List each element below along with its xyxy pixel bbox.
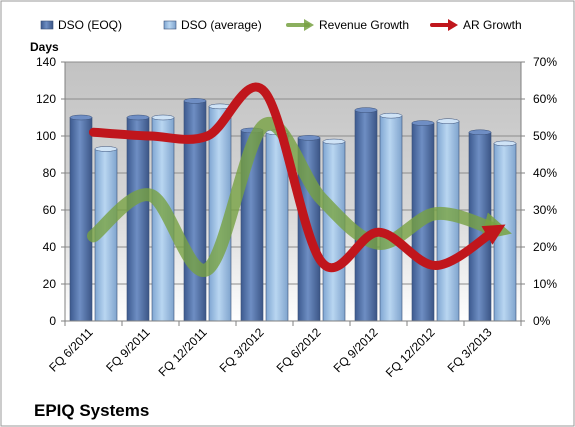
bar-top-dso-average bbox=[436, 118, 460, 124]
legend-swatch-dso-eoq- bbox=[40, 20, 54, 30]
legend-swatch-dso-average- bbox=[163, 20, 177, 30]
y-left-tick-label: 80 bbox=[43, 166, 57, 180]
bar-top-dso-average bbox=[94, 146, 118, 152]
y-right-tick-label: 30% bbox=[533, 203, 557, 217]
y-right-tick-label: 10% bbox=[533, 277, 557, 291]
legend-label-dso-average-: DSO (average) bbox=[181, 18, 262, 32]
y-right-tick-label: 70% bbox=[533, 55, 557, 69]
legend-arrow-revenue-growth bbox=[304, 19, 314, 31]
bar-top-dso-eoq bbox=[354, 107, 378, 113]
y-left-tick-label: 100 bbox=[36, 129, 56, 143]
bar-dso-eoq bbox=[126, 117, 150, 322]
bar-top-dso-average bbox=[322, 138, 346, 145]
bar-dso-eoq bbox=[354, 109, 378, 322]
legend-arrow-ar-growth bbox=[448, 19, 458, 31]
bar-dso-average bbox=[379, 115, 403, 322]
y-left-tick-label: 20 bbox=[43, 277, 57, 291]
y-right-tick-label: 50% bbox=[533, 129, 557, 143]
legend-label-dso-eoq-: DSO (EOQ) bbox=[58, 18, 122, 32]
legend-label-revenue-growth: Revenue Growth bbox=[319, 18, 409, 32]
y-right-tick-label: 20% bbox=[533, 240, 557, 254]
bar-dso-average bbox=[322, 141, 346, 322]
bar-top-dso-eoq bbox=[468, 129, 492, 136]
y-right-tick-label: 0% bbox=[533, 314, 551, 328]
legend: DSO (EOQ) DSO (average) Revenue Growth AR G… bbox=[40, 18, 522, 32]
bar-top-dso-average bbox=[151, 114, 175, 121]
company-name: EPIQ Systems bbox=[34, 401, 149, 420]
y-left-tick-label: 60 bbox=[43, 203, 57, 217]
growth-lines bbox=[87, 82, 512, 277]
y-left-tick-label: 140 bbox=[36, 55, 56, 69]
y-right-tick-label: 40% bbox=[533, 166, 557, 180]
bar-top-dso-eoq bbox=[183, 98, 207, 104]
line-ar-growth bbox=[89, 82, 506, 273]
y-left-unit-label: Days bbox=[30, 40, 59, 54]
bar-top-dso-average bbox=[379, 112, 403, 119]
y-right-tick-label: 60% bbox=[533, 92, 557, 106]
y-left-tick-label: 120 bbox=[36, 92, 56, 106]
bar-top-dso-eoq bbox=[126, 114, 150, 121]
bar-top-dso-eoq bbox=[69, 114, 93, 121]
legend-label-ar-growth: AR Growth bbox=[463, 18, 522, 32]
line-revenue-growth bbox=[87, 117, 512, 277]
bar-top-dso-eoq bbox=[411, 120, 435, 126]
bar-top-dso-average bbox=[493, 140, 517, 147]
bar-dso-eoq bbox=[69, 117, 93, 322]
y-left-tick-label: 40 bbox=[43, 240, 57, 254]
y-left-tick-label: 0 bbox=[49, 314, 56, 328]
bar-top-dso-eoq bbox=[297, 135, 321, 141]
